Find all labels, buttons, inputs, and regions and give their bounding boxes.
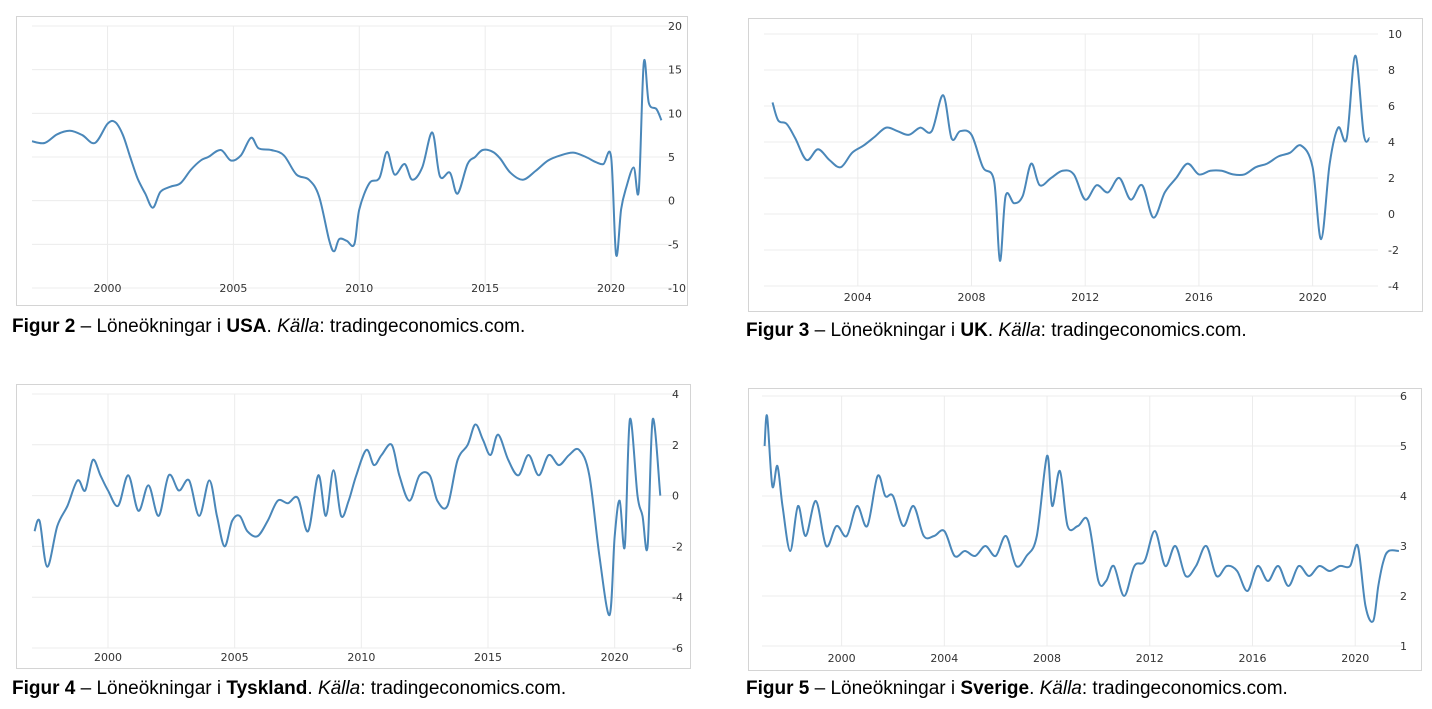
caption-source: : tradingeconomics.com. xyxy=(319,316,526,337)
caption-text: – Löneökningar i xyxy=(809,320,961,341)
y-tick-label: 10 xyxy=(1388,28,1402,41)
caption-source: : tradingeconomics.com. xyxy=(1081,678,1288,699)
caption-source: : tradingeconomics.com. xyxy=(360,678,567,699)
y-tick-label: 6 xyxy=(1400,390,1407,403)
chart-frame xyxy=(748,388,1422,671)
caption-figur-3: Figur 3 – Löneökningar i UK. Källa: trad… xyxy=(746,320,1247,342)
y-tick-label: 4 xyxy=(672,388,679,401)
y-tick-label: 0 xyxy=(668,195,675,208)
y-tick-label: 10 xyxy=(668,107,682,120)
x-tick-label: 2004 xyxy=(844,291,872,304)
series-line xyxy=(33,418,662,617)
line-chart-uk: 10 8 6 4 2 0 -2 -4 2004 2008 2012 2016 2020 xyxy=(748,18,1423,312)
x-tick-label: 2004 xyxy=(930,652,958,665)
line-chart-tyskland: 4 2 0 -2 -4 -6 2000 2005 2010 2015 2020 xyxy=(16,384,691,669)
caption-source-label: Källa xyxy=(1039,678,1082,699)
y-tick-label: 2 xyxy=(672,439,679,452)
caption-fig-label: Figur 3 xyxy=(746,320,810,341)
y-tick-label: 6 xyxy=(1388,100,1395,113)
chart-frame xyxy=(16,16,688,306)
caption-dot: . xyxy=(266,316,278,337)
x-tick-label: 2010 xyxy=(345,282,373,295)
caption-text: – Löneökningar i xyxy=(75,316,227,337)
series-line xyxy=(763,414,1399,623)
x-tick-label: 2012 xyxy=(1071,291,1099,304)
x-tick-label: 2000 xyxy=(828,652,856,665)
caption-dot: . xyxy=(307,678,318,699)
y-tick-label: -6 xyxy=(672,642,683,655)
x-tick-label: 2000 xyxy=(94,282,122,295)
y-tick-label: 1 xyxy=(1400,640,1407,653)
caption-figur-5: Figur 5 – Löneökningar i Sverige. Källa:… xyxy=(746,678,1288,700)
x-tick-label: 2000 xyxy=(94,651,122,664)
y-tick-label: 20 xyxy=(668,20,682,33)
caption-country: UK xyxy=(960,320,988,341)
caption-source-label: Källa xyxy=(277,316,320,337)
x-tick-label: 2005 xyxy=(221,651,249,664)
x-tick-label: 2016 xyxy=(1238,652,1266,665)
chart-panel-uk: 10 8 6 4 2 0 -2 -4 2004 2008 2012 2016 2020 xyxy=(748,18,1423,312)
y-tick-label: 0 xyxy=(672,490,679,503)
x-tick-label: 2008 xyxy=(1033,652,1061,665)
x-tick-label: 2016 xyxy=(1185,291,1213,304)
y-tick-label: 5 xyxy=(668,151,675,164)
y-tick-label: 0 xyxy=(1388,208,1395,221)
caption-source-label: Källa xyxy=(317,678,361,699)
y-tick-label: 2 xyxy=(1388,172,1395,185)
caption-country: Tyskland xyxy=(226,678,308,699)
y-tick-label: 5 xyxy=(1400,440,1407,453)
x-tick-label: 2015 xyxy=(471,282,499,295)
chart-frame xyxy=(16,384,691,669)
y-tick-label: 4 xyxy=(1388,136,1395,149)
x-tick-label: 2020 xyxy=(597,282,625,295)
chart-panel-tyskland: 4 2 0 -2 -4 -6 2000 2005 2010 2015 2020 xyxy=(16,384,691,669)
caption-text: – Löneökningar i xyxy=(75,678,227,699)
y-tick-label: -2 xyxy=(1388,244,1399,257)
x-tick-label: 2020 xyxy=(601,651,629,664)
x-tick-label: 2005 xyxy=(219,282,247,295)
x-tick-label: 2008 xyxy=(958,291,986,304)
caption-text: – Löneökningar i xyxy=(809,678,961,699)
x-tick-label: 2020 xyxy=(1341,652,1369,665)
caption-figur-4: Figur 4 – Löneökningar i Tyskland. Källa… xyxy=(12,678,566,700)
y-tick-label: 8 xyxy=(1388,64,1395,77)
chart-panel-usa: 20 15 10 5 0 -5 -10 2000 2005 2010 2015 2020 xyxy=(16,16,688,306)
y-tick-label: 15 xyxy=(668,64,682,77)
caption-source-label: Källa xyxy=(998,320,1041,341)
chart-panel-sverige: 6 5 4 3 2 1 2000 2004 2008 2012 2016 2020 xyxy=(748,388,1422,671)
y-tick-label: -2 xyxy=(672,540,683,553)
caption-figur-2: Figur 2 – Löneökningar i USA. Källa: tra… xyxy=(12,316,525,338)
caption-country: USA xyxy=(226,316,267,337)
caption-country: Sverige xyxy=(960,678,1030,699)
line-chart-sverige: 6 5 4 3 2 1 2000 2004 2008 2012 2016 2020 xyxy=(748,388,1422,671)
caption-dot: . xyxy=(1029,678,1040,699)
y-tick-label: 4 xyxy=(1400,490,1407,503)
series-line xyxy=(771,54,1371,262)
series-line xyxy=(31,58,663,257)
y-tick-label: -5 xyxy=(668,238,679,251)
x-tick-label: 2020 xyxy=(1299,291,1327,304)
x-tick-label: 2015 xyxy=(474,651,502,664)
caption-fig-label: Figur 5 xyxy=(746,678,810,699)
caption-fig-label: Figur 2 xyxy=(12,316,76,337)
y-tick-label: -10 xyxy=(668,282,686,295)
y-tick-label: 2 xyxy=(1400,590,1407,603)
x-tick-label: 2010 xyxy=(347,651,375,664)
x-tick-label: 2012 xyxy=(1136,652,1164,665)
y-tick-label: -4 xyxy=(1388,280,1399,293)
caption-dot: . xyxy=(987,320,999,341)
caption-fig-label: Figur 4 xyxy=(12,678,76,699)
caption-source: : tradingeconomics.com. xyxy=(1040,320,1247,341)
y-tick-label: -4 xyxy=(672,591,683,604)
y-tick-label: 3 xyxy=(1400,540,1407,553)
